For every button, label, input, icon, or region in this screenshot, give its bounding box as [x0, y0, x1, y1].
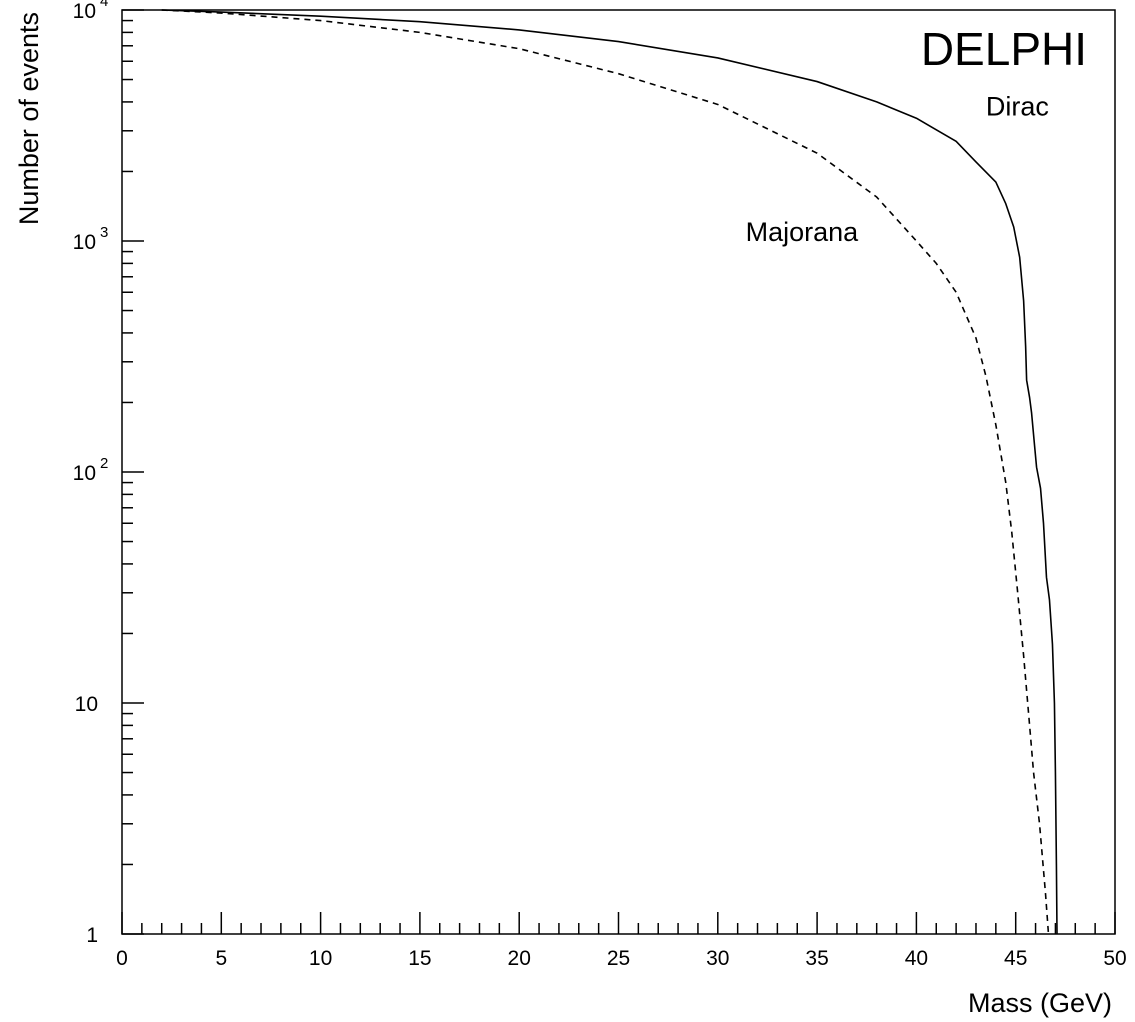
- series-line-majorana: [161, 9, 1050, 935]
- series-layer: [161, 9, 1058, 935]
- series-label-majorana: Majorana: [746, 217, 860, 247]
- x-tick-label: 15: [408, 947, 431, 970]
- y-tick-label: 10: [73, 0, 96, 23]
- x-tick-label: 25: [607, 947, 630, 970]
- y-tick-label: 10: [73, 231, 96, 254]
- series-label-dirac: Dirac: [986, 91, 1049, 121]
- x-tick-label: 30: [706, 947, 729, 970]
- y-tick-label-exponent: 4: [100, 0, 108, 10]
- x-tick-label: 50: [1103, 947, 1126, 970]
- x-tick-label: 45: [1004, 947, 1027, 970]
- x-tick-label: 20: [508, 947, 531, 970]
- x-axis-title: Mass (GeV): [968, 988, 1112, 1018]
- experiment-label: DELPHI: [921, 23, 1087, 75]
- y-tick-label: 10: [73, 462, 96, 485]
- y-tick-label: 1: [86, 924, 98, 947]
- series-line-dirac: [161, 9, 1058, 935]
- x-tick-label: 0: [116, 947, 128, 970]
- x-tick-label: 5: [215, 947, 227, 970]
- y-axis-title: Number of events: [14, 12, 44, 225]
- x-tick-label: 35: [805, 947, 828, 970]
- y-tick-label-exponent: 3: [100, 224, 108, 241]
- x-tick-label: 40: [905, 947, 928, 970]
- y-tick-label-exponent: 2: [100, 455, 108, 472]
- plot-frame: [121, 9, 1116, 935]
- series-labels: Dirac Majorana: [746, 91, 1049, 247]
- x-tick-label: 10: [309, 947, 332, 970]
- y-tick-label: 10: [75, 693, 98, 716]
- x-axis-tick-labels: 0 5 10 15 20 25 30 35 40 45 50: [116, 947, 1127, 970]
